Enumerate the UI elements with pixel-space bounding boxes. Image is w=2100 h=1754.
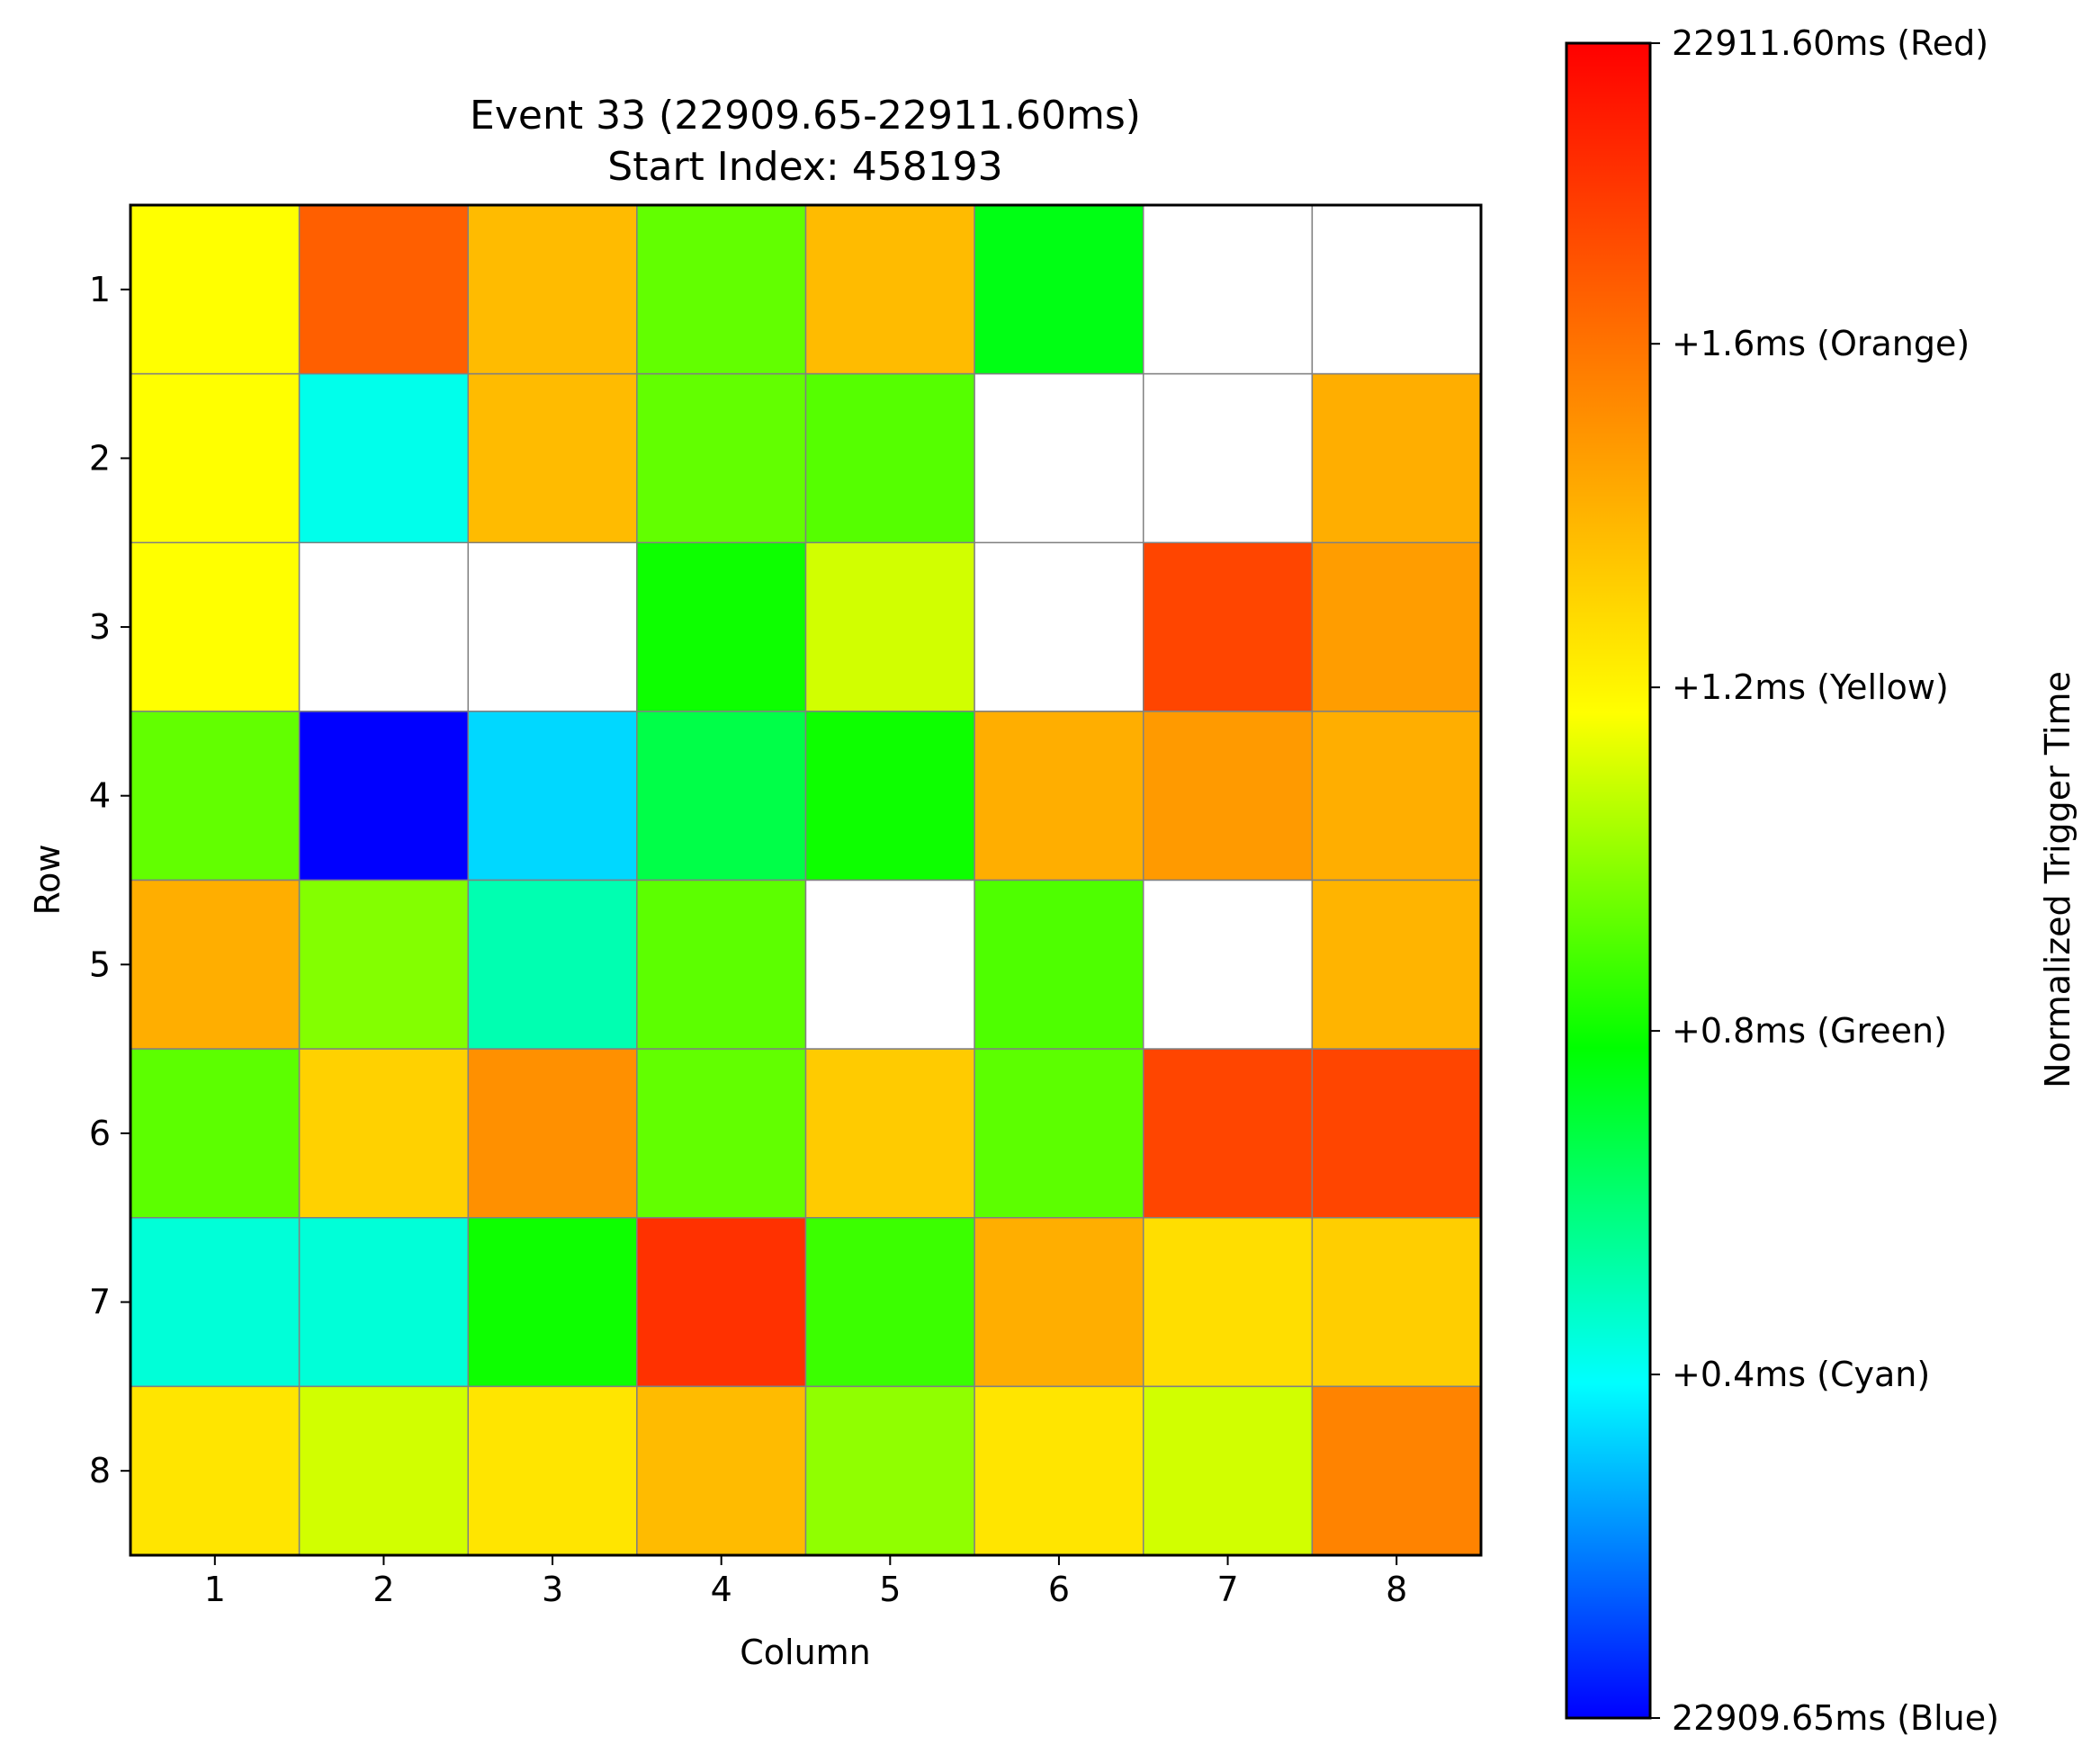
y-tick-label: 7	[89, 1283, 111, 1322]
colorbar-tick-label: +1.6ms (Orange)	[1672, 324, 1970, 363]
heatmap-cell	[636, 1217, 807, 1388]
heatmap-cell	[1143, 1385, 1314, 1556]
heatmap-cell	[974, 711, 1144, 881]
y-tick-label: 3	[89, 607, 111, 647]
heatmap-cell	[804, 372, 975, 543]
heatmap-cell	[467, 541, 638, 712]
colorbar-tick-label: +1.2ms (Yellow)	[1672, 667, 1949, 707]
heatmap-cell	[298, 711, 469, 881]
heatmap-cell	[298, 372, 469, 543]
heatmap-cell	[298, 1217, 469, 1388]
heatmap-cell	[130, 541, 301, 712]
x-tick-label: 8	[1386, 1570, 1407, 1609]
x-axis-label: Column	[740, 1633, 871, 1672]
x-tick-label: 5	[879, 1570, 901, 1609]
heatmap-cell	[1143, 204, 1314, 375]
heatmap-cell	[467, 711, 638, 881]
heatmap-cell	[804, 1217, 975, 1388]
heatmap-cell	[636, 541, 807, 712]
colorbar-tick-label: +0.8ms (Green)	[1672, 1011, 1947, 1051]
heatmap-cell	[974, 204, 1144, 375]
heatmap-cell	[467, 879, 638, 1050]
heatmap-cell	[1311, 1048, 1482, 1219]
heatmap-cell	[1311, 541, 1482, 712]
heatmap-cell	[130, 1385, 301, 1556]
colorbar-tick-label: +0.4ms (Cyan)	[1672, 1355, 1930, 1394]
heatmap-cell	[467, 204, 638, 375]
heatmap-cell	[804, 204, 975, 375]
x-axis-ticks: 1 2 3 4 5 6 7 8	[204, 1555, 1407, 1609]
heatmap-cell	[130, 879, 301, 1050]
y-tick-label: 5	[89, 944, 111, 984]
colorbar-tick-label: 22911.60ms (Red)	[1672, 23, 1988, 63]
plot-frame	[129, 203, 1483, 1557]
heatmap-cell	[636, 1048, 807, 1219]
heatmap-cell	[1143, 879, 1314, 1050]
heatmap-cell	[130, 204, 301, 375]
colorbar	[1565, 41, 1652, 1720]
chart-title: Event 33 (22909.65-22911.60ms)	[470, 93, 1141, 139]
heatmap-cell	[974, 541, 1144, 712]
heatmap-cell	[636, 711, 807, 881]
heatmap-cell	[467, 1385, 638, 1556]
heatmap-cell	[1311, 711, 1482, 881]
heatmap-cell	[1143, 711, 1314, 881]
heatmap-cell	[1143, 1048, 1314, 1219]
heatmap-cell	[804, 541, 975, 712]
heatmap-cell	[636, 1385, 807, 1556]
heatmap-cell	[1311, 204, 1482, 375]
y-tick-label: 1	[89, 270, 111, 309]
heatmap-cell	[130, 711, 301, 881]
heatmap-cell	[1311, 1217, 1482, 1388]
heatmap-cell	[298, 1385, 469, 1556]
x-tick-label: 2	[372, 1570, 394, 1609]
heatmap-cell	[636, 372, 807, 543]
heatmap-cell	[467, 1048, 638, 1219]
chart-subtitle: Start Index: 458193	[607, 144, 1002, 190]
x-tick-label: 4	[711, 1570, 732, 1609]
heatmap-cells	[130, 204, 1482, 1556]
y-axis-label: Row	[28, 844, 67, 915]
heatmap-cell	[130, 1048, 301, 1219]
y-tick-label: 6	[89, 1114, 111, 1153]
heatmap-cell	[974, 1217, 1144, 1388]
x-tick-label: 7	[1216, 1570, 1238, 1609]
x-tick-label: 3	[542, 1570, 563, 1609]
colorbar-ticks: 22909.65ms (Blue) +0.4ms (Cyan) +0.8ms (Gr…	[1650, 23, 1999, 1738]
heatmap-cell	[130, 1217, 301, 1388]
heatmap-cell	[298, 541, 469, 712]
x-tick-label: 6	[1048, 1570, 1070, 1609]
heatmap-cell	[1311, 372, 1482, 543]
heatmap-cell	[974, 1048, 1144, 1219]
heatmap-cell	[298, 879, 469, 1050]
heatmap-cell	[298, 1048, 469, 1219]
heatmap-cell	[804, 879, 975, 1050]
heatmap-cell	[1311, 879, 1482, 1050]
heatmap-cell	[130, 372, 301, 543]
y-tick-label: 4	[89, 776, 111, 816]
colorbar-label: Normalized Trigger Time	[2038, 671, 2078, 1088]
heatmap-cell	[974, 372, 1144, 543]
heatmap-cell	[804, 1385, 975, 1556]
x-tick-label: 1	[204, 1570, 226, 1609]
heatmap-cell	[1143, 541, 1314, 712]
heatmap-cell	[636, 879, 807, 1050]
y-tick-label: 2	[89, 438, 111, 478]
heatmap-cell	[804, 711, 975, 881]
heatmap-cell	[804, 1048, 975, 1219]
heatmap-cell	[1143, 1217, 1314, 1388]
heatmap-cell	[1143, 372, 1314, 543]
y-tick-label: 8	[89, 1451, 111, 1490]
colorbar-tick-label: 22909.65ms (Blue)	[1672, 1698, 1999, 1738]
heatmap-cell	[298, 204, 469, 375]
heatmap-cell	[467, 372, 638, 543]
heatmap-cell	[1311, 1385, 1482, 1556]
heatmap-cell	[636, 204, 807, 375]
y-axis-ticks: 1 2 3 4 5 6 7 8	[89, 270, 130, 1490]
heatmap-cell	[974, 879, 1144, 1050]
heatmap-cell	[467, 1217, 638, 1388]
heatmap-cell	[974, 1385, 1144, 1556]
